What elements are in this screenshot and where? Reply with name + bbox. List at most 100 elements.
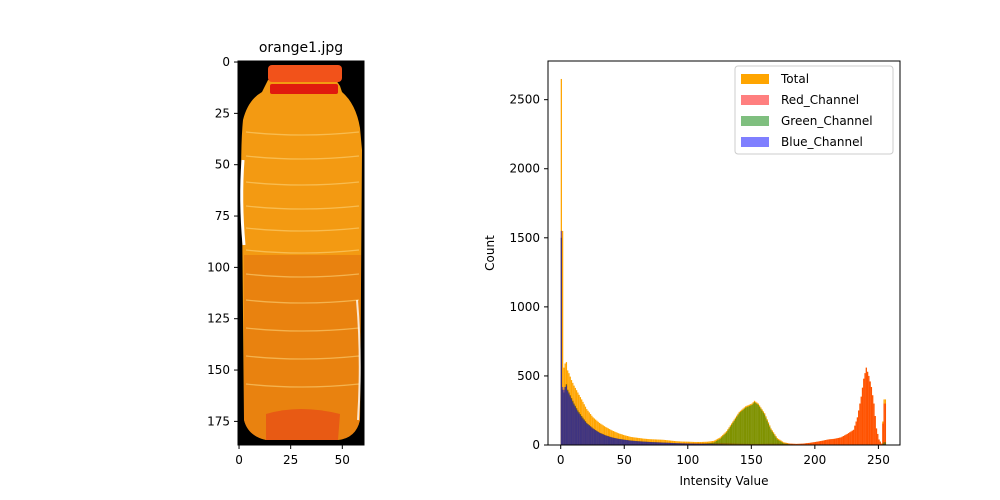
histogram-bar — [743, 408, 745, 445]
histogram-bar — [883, 403, 885, 445]
image-y-tick-label: 50 — [215, 158, 230, 172]
histogram-bar — [639, 441, 641, 445]
histogram-bar — [717, 440, 719, 445]
histogram-bar — [860, 396, 862, 445]
histogram-bar — [643, 441, 645, 445]
histogram-bar — [601, 433, 603, 445]
histogram-bar — [561, 230, 564, 445]
histogram-bar — [750, 405, 752, 445]
histogram-bar — [877, 433, 879, 445]
histogram-bar — [658, 442, 660, 445]
histogram-bar — [715, 441, 718, 445]
image-y-tick-label: 25 — [215, 106, 230, 120]
histogram-bar — [723, 435, 725, 445]
histogram-bar — [861, 387, 864, 445]
histogram-bar — [584, 422, 587, 445]
bottle-rib — [245, 249, 360, 254]
histogram-bar — [847, 433, 850, 445]
legend-swatch — [741, 137, 769, 147]
histogram-bar — [761, 410, 763, 445]
image-x-tick-label: 50 — [335, 453, 350, 467]
histogram-bar — [817, 441, 819, 445]
histogram-bar — [635, 441, 637, 445]
histogram-bar — [701, 443, 704, 445]
histogram-bar — [884, 442, 887, 445]
histogram-bar — [650, 442, 653, 445]
histogram-bar — [830, 439, 832, 445]
histogram-bar — [588, 425, 590, 445]
histogram-bar — [602, 434, 604, 445]
histogram-bar — [649, 442, 651, 445]
bottle-rib — [245, 327, 360, 332]
histogram-bar — [561, 386, 564, 445]
histogram-bar — [728, 428, 730, 445]
histogram-panel: 0 50 100 150 200 250 0 500 1000 1500 2000 2500 Int… — [483, 60, 901, 488]
image-title: orange1.jpg — [259, 40, 343, 56]
histogram-bar — [658, 439, 660, 445]
histogram-bar — [855, 421, 857, 445]
histogram-y-tick-label: 2000 — [509, 162, 540, 176]
histogram-bar — [647, 441, 649, 445]
histogram-bar — [667, 442, 669, 445]
bottle-cap — [268, 65, 342, 82]
histogram-bar — [747, 406, 749, 445]
histogram-bar — [598, 432, 601, 445]
series-green-channel — [560, 237, 887, 445]
histogram-bar — [804, 443, 806, 445]
histogram-bar — [802, 443, 804, 445]
histogram-bar — [730, 424, 733, 445]
histogram-bar — [809, 442, 812, 445]
image-x-tick-label: 0 — [235, 453, 243, 467]
histogram-bar — [664, 442, 667, 445]
histogram-bar — [703, 443, 705, 445]
histogram-bar — [652, 442, 654, 445]
histogram-bar — [826, 439, 828, 445]
bottle-image — [238, 61, 364, 445]
histogram-bar — [775, 437, 777, 445]
bottle-lower-shade — [244, 255, 361, 440]
histogram-bar — [813, 442, 815, 445]
histogram-bar — [873, 403, 875, 445]
histogram-bar — [808, 442, 810, 445]
histogram-bar — [564, 386, 566, 445]
histogram-bar — [827, 439, 829, 445]
histogram-bar — [764, 414, 766, 445]
image-y-axis: 0 25 50 75 100 125 150 175 — [207, 55, 238, 428]
histogram-bar — [825, 440, 827, 445]
histogram-bar — [784, 443, 786, 445]
histogram-bar — [758, 406, 761, 445]
bottle-rib — [245, 205, 360, 210]
histogram-bar — [581, 417, 583, 445]
histogram-bar — [831, 439, 833, 445]
histogram-bar — [778, 440, 780, 445]
histogram-bar — [672, 440, 674, 445]
histogram-bar — [671, 443, 673, 445]
histogram-bar — [572, 402, 574, 445]
image-y-tick-label: 100 — [207, 260, 230, 274]
histogram-bar — [678, 443, 681, 445]
histogram-bar — [868, 375, 870, 445]
histogram-bar — [686, 443, 688, 445]
histogram-bar — [593, 429, 596, 445]
bottle-rib — [245, 299, 360, 304]
histogram-bar — [709, 443, 711, 445]
image-x-axis: 0 25 50 — [235, 445, 350, 467]
legend-swatch — [741, 116, 769, 126]
histogram-bar — [863, 378, 865, 445]
histogram-bar — [722, 436, 724, 445]
histogram-bar — [807, 443, 809, 445]
legend-label: Red_Channel — [781, 93, 859, 107]
legend-label: Green_Channel — [781, 114, 873, 128]
image-panel: orange1.jpg 0 25 50 0 25 50 75 100 125 150 175 — [207, 40, 365, 467]
histogram-bar — [574, 407, 576, 445]
histogram-bar — [608, 436, 611, 445]
legend-label: Blue_Channel — [781, 135, 863, 149]
histogram-bar — [606, 435, 608, 445]
histogram-bar — [570, 399, 573, 445]
histogram-bar — [668, 440, 670, 445]
histogram-bar — [656, 442, 658, 445]
histogram-bar — [636, 441, 639, 445]
bottle-rib — [245, 155, 360, 160]
histogram-bar — [811, 442, 813, 445]
